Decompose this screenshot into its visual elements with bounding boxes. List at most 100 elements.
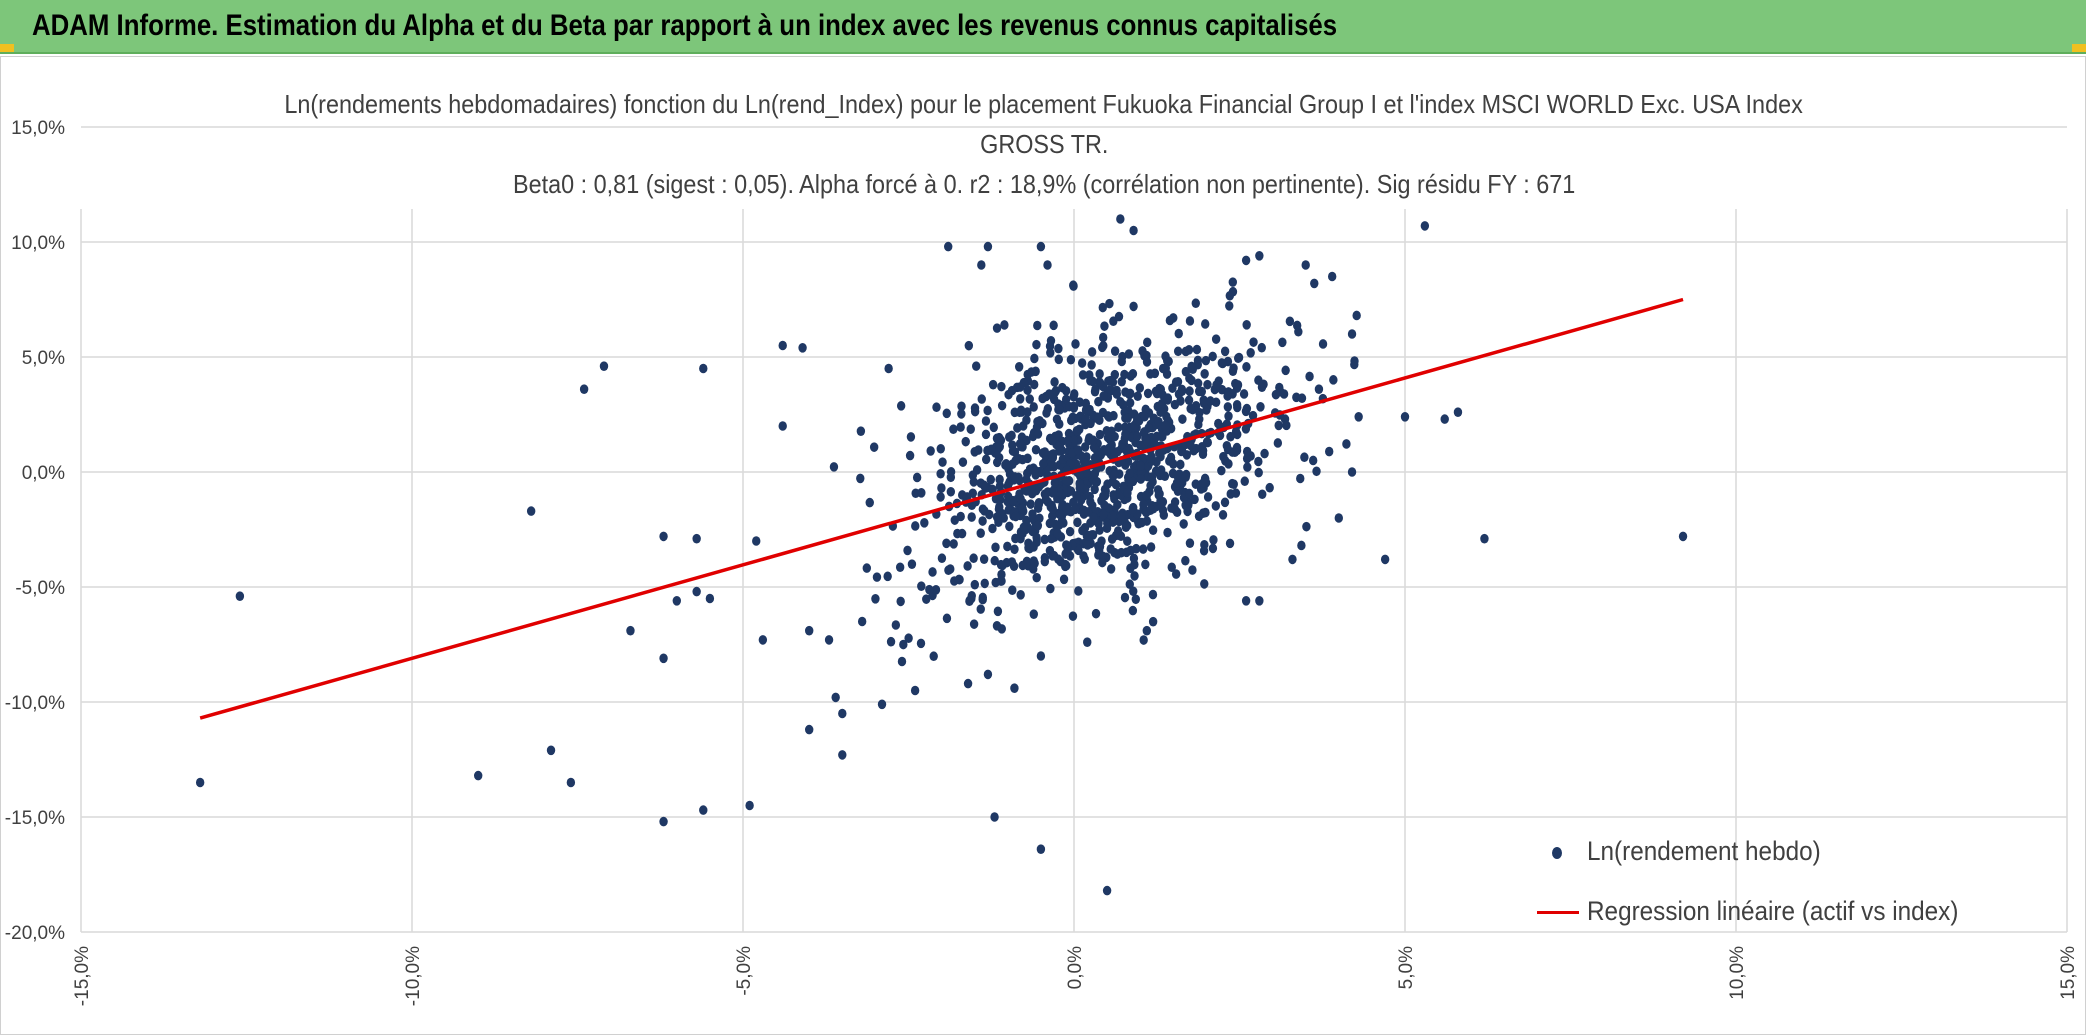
x-tick-label: 0,0% — [1065, 946, 1086, 989]
scatter-point — [1129, 553, 1139, 564]
scatter-point — [857, 616, 867, 627]
scatter-point — [1308, 455, 1318, 466]
scatter-point — [1146, 504, 1156, 515]
scatter-point — [1095, 429, 1105, 440]
scatter-point — [1048, 452, 1058, 463]
scatter-point — [1103, 479, 1112, 490]
scatter-point — [1179, 519, 1188, 529]
scatter-point — [1177, 446, 1186, 457]
scatter-point — [1228, 277, 1238, 287]
scatter-point — [1318, 339, 1328, 349]
scatter-point — [1142, 490, 1151, 501]
scatter-point — [1110, 431, 1119, 442]
scatter-point — [1141, 404, 1150, 415]
scatter-point — [1027, 367, 1036, 377]
scatter-point — [1023, 453, 1032, 464]
scatter-point — [992, 621, 1002, 631]
scatter-point — [1292, 320, 1302, 331]
scatter-point — [1008, 446, 1018, 456]
scatter-point — [1132, 415, 1142, 426]
scatter-point — [949, 539, 958, 549]
y-tick-label: -15,0% — [5, 808, 65, 829]
scatter-point — [1202, 405, 1211, 415]
scatter-point — [1203, 492, 1213, 502]
scatter-point — [1185, 316, 1195, 326]
scatter-point — [1040, 534, 1049, 545]
scatter-point — [1297, 540, 1306, 551]
y-tick-label: 5,0% — [22, 348, 65, 369]
scatter-point — [1086, 497, 1095, 507]
scatter-point — [949, 424, 958, 435]
scatter-point — [1123, 413, 1132, 423]
scatter-point — [1194, 511, 1204, 522]
scatter-point — [981, 454, 991, 465]
scatter-point — [865, 497, 874, 508]
scatter-point — [1185, 373, 1194, 384]
scatter-point — [903, 545, 912, 556]
scatter-point — [1084, 530, 1094, 541]
scatter-point — [1100, 500, 1109, 511]
scatter-point — [957, 528, 967, 539]
scatter-point — [1181, 472, 1190, 482]
scatter-point — [1041, 490, 1050, 500]
scatter-point — [1125, 579, 1134, 590]
scatter-point — [1206, 396, 1215, 406]
x-tick-label: 10,0% — [1727, 946, 1748, 1000]
scatter-point — [862, 563, 872, 573]
scatter-point — [899, 639, 908, 650]
scatter-point — [1275, 382, 1284, 393]
scatter-point — [699, 805, 708, 815]
scatter-point — [1327, 271, 1337, 282]
scatter-point — [1083, 637, 1092, 647]
scatter-point — [928, 567, 937, 577]
scatter-point — [1105, 375, 1115, 386]
scatter-point — [1046, 348, 1055, 358]
scatter-point — [856, 426, 866, 436]
scatter-point — [1169, 459, 1178, 469]
scatter-point — [1156, 407, 1165, 418]
scatter-point — [1271, 389, 1281, 400]
scatter-point — [1091, 608, 1101, 619]
scatter-point — [979, 554, 989, 564]
scatter-point — [1045, 518, 1055, 529]
scatter-point — [937, 483, 946, 493]
scatter-point — [1123, 536, 1132, 546]
scatter-point — [1054, 354, 1063, 365]
scatter-point — [1187, 361, 1196, 372]
scatter-point — [996, 559, 1006, 570]
scatter-point — [1190, 494, 1199, 505]
scatter-point — [1198, 449, 1208, 460]
scatter-point — [1088, 376, 1097, 387]
scatter-point — [1274, 420, 1283, 431]
scatter-point — [1159, 510, 1169, 520]
scatter-point — [979, 480, 989, 491]
scatter-point — [1039, 458, 1048, 469]
scatter-point — [904, 633, 913, 644]
scatter-point — [1354, 412, 1363, 422]
scatter-point — [1033, 429, 1043, 439]
scatter-point — [752, 536, 761, 546]
scatter-point — [958, 457, 968, 467]
scatter-point — [1068, 611, 1078, 621]
scatter-point — [1297, 393, 1307, 404]
scatter-point — [895, 562, 905, 573]
scatter-point — [1186, 440, 1195, 451]
scatter-point — [950, 515, 959, 525]
scatter-point — [829, 462, 839, 472]
scatter-point — [988, 379, 998, 390]
scatter-point — [1191, 479, 1200, 489]
scatter-point — [920, 518, 929, 528]
scatter-point — [659, 531, 668, 542]
scatter-point — [1103, 411, 1113, 421]
scatter-point — [1016, 590, 1025, 600]
scatter-point — [1186, 403, 1195, 414]
scatter-point — [997, 381, 1006, 392]
scatter-point — [942, 613, 952, 624]
scatter-point — [1015, 382, 1025, 392]
scatter-point — [1010, 544, 1019, 555]
scatter-point — [1440, 414, 1449, 424]
regression-line — [199, 297, 1684, 720]
scatter-point — [1121, 429, 1130, 440]
scatter-point — [1201, 355, 1211, 366]
scatter-point — [983, 405, 992, 416]
